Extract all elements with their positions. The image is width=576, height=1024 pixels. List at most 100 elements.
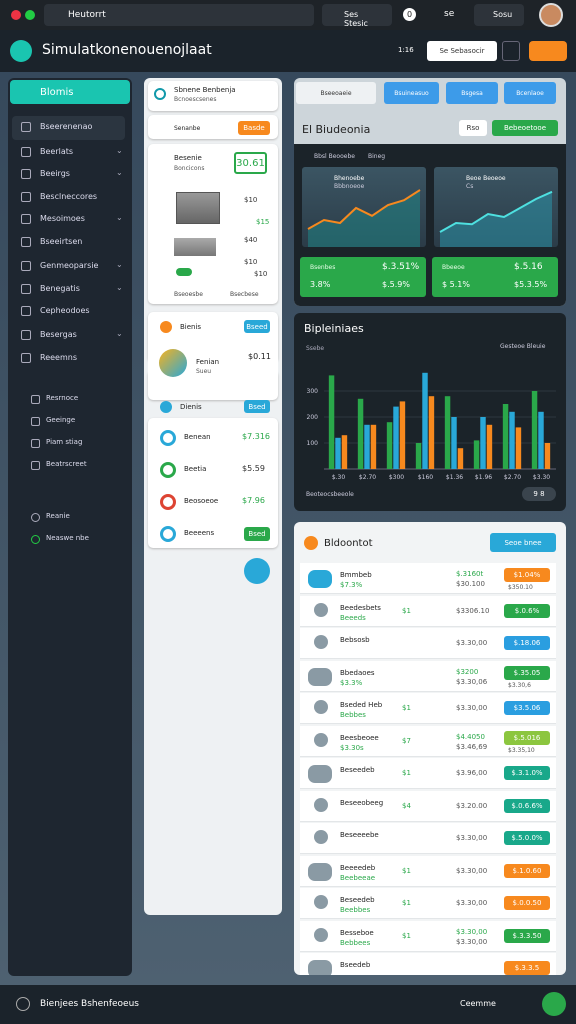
nav-item[interactable]: Bseerenenao — [40, 122, 93, 131]
row-name: Beseedeb — [340, 896, 375, 904]
nav-item[interactable]: Beatrscreet — [46, 460, 87, 468]
row-name: Besseboe — [340, 928, 374, 937]
row-qty: $1 — [402, 769, 411, 777]
nav-icon — [31, 535, 40, 544]
tab[interactable]: Bseeoaeie — [296, 82, 376, 104]
mini-svg — [439, 190, 553, 247]
bar — [364, 424, 370, 469]
nav-item[interactable]: Bseeirtsen — [40, 237, 83, 246]
nav-item[interactable]: Besergas — [40, 330, 77, 339]
person-name: Fenian — [196, 358, 220, 366]
status[interactable]: $3.5.06 — [504, 701, 550, 715]
row-price: $3.30,00 — [456, 899, 488, 907]
status[interactable]: $.0.6.6% — [504, 798, 550, 813]
nav-item[interactable]: Piam stiag — [46, 438, 83, 446]
table-button[interactable]: Seoe bnee — [490, 533, 556, 552]
chevron: ⌄ — [116, 260, 123, 269]
status[interactable]: $.3.3.50 — [504, 928, 550, 943]
avatar[interactable] — [539, 3, 563, 27]
icon — [160, 401, 172, 413]
search[interactable]: Ses Stesic — [322, 4, 392, 28]
badge[interactable]: 0 — [403, 8, 416, 21]
nav-icon — [21, 330, 31, 340]
chart-page[interactable]: 9 8 — [522, 487, 556, 501]
search-button[interactable]: Se Sebasocir — [427, 41, 497, 61]
row-sub: Bebbees — [340, 938, 371, 947]
tile-value: $5.3.5% — [514, 280, 548, 289]
nav-icon — [21, 169, 31, 179]
status[interactable]: $.0.0.50 — [504, 896, 550, 910]
bar — [399, 401, 406, 469]
status[interactable]: $.3.3.5 — [504, 961, 550, 975]
table-title: Bldoontot — [324, 538, 373, 549]
status[interactable]: $.0.6% — [504, 603, 550, 618]
list-button[interactable]: Bsed — [244, 527, 270, 541]
menu[interactable]: se — [444, 9, 455, 19]
top-bar: Heutorrt Ses Stesic 0 se Sosu — [0, 0, 576, 30]
status[interactable]: $.35.05 — [504, 665, 550, 680]
nav-item[interactable]: Geeinge — [46, 416, 76, 424]
footer-button[interactable] — [542, 992, 566, 1016]
section-button[interactable]: Bseed — [244, 320, 270, 333]
nav-item[interactable]: Mesoimoes — [40, 214, 85, 223]
nav-item[interactable]: Beerlats — [40, 147, 74, 156]
row-button[interactable]: Basde — [238, 121, 270, 135]
icon — [160, 321, 172, 333]
overview-title: El Biudeonia — [302, 123, 371, 136]
nav-item[interactable]: Besclneccores — [40, 192, 98, 201]
status[interactable]: $.5.016 — [504, 730, 550, 745]
nav-item[interactable]: Genmeoparsie — [40, 261, 99, 270]
tile — [300, 257, 426, 297]
mini-svg — [307, 189, 421, 247]
product-title: Besenie — [174, 154, 202, 162]
nav-item[interactable]: Cepheodoes — [40, 306, 90, 315]
tab[interactable]: Heutorrt — [44, 4, 314, 26]
pill — [176, 268, 192, 276]
tab[interactable]: Bcenlaoe — [504, 82, 556, 104]
max-dot[interactable] — [25, 10, 35, 20]
logo[interactable] — [10, 40, 32, 62]
nav-item[interactable]: Reeemns — [40, 353, 77, 362]
nav-item[interactable]: Neaswe nbe — [46, 534, 89, 542]
user[interactable]: Sosu — [474, 4, 524, 26]
table-row — [300, 953, 556, 975]
nav-item[interactable]: Benegatis — [40, 284, 80, 293]
fab[interactable] — [244, 558, 270, 584]
nav-icon — [31, 395, 40, 404]
x-tick-label: $3.30 — [533, 474, 550, 481]
bar — [531, 391, 538, 469]
sidebar: Blomis Bseerenenao Beerlats ⌄ Beeirgs ⌄ Bescl… — [8, 78, 132, 976]
bar — [538, 411, 544, 469]
nav-icon — [31, 417, 40, 426]
close-dot[interactable] — [11, 10, 21, 20]
bar — [515, 427, 522, 469]
app-title: Simulatkonenouenojlaat — [42, 42, 212, 58]
status[interactable]: $1.04% — [504, 568, 550, 582]
status-sub: $350.10 — [508, 584, 533, 591]
building — [174, 238, 216, 256]
status[interactable]: $.18.06 — [504, 636, 550, 650]
status[interactable]: $.3.1.0% — [504, 766, 550, 780]
row-qty: $1 — [402, 704, 411, 712]
icon-button[interactable] — [502, 41, 520, 61]
nav-item[interactable]: Reanie — [46, 512, 70, 520]
nav-item[interactable]: Resrnoce — [46, 394, 79, 402]
sidebar-title[interactable]: Blomis — [10, 80, 130, 104]
small-button[interactable]: Rso — [459, 120, 487, 136]
tab[interactable]: Bsgesa — [446, 82, 498, 104]
green-button[interactable]: Bebeoetooe — [492, 120, 558, 136]
bar — [486, 424, 493, 469]
table-panel: Bldoontot Seoe bnee Bmmbeb $7.3% $.3160t $30.… — [294, 522, 566, 975]
list-icon — [160, 494, 176, 510]
status-sub: $3.30,6 — [508, 681, 531, 689]
section-button[interactable]: Bsed — [244, 400, 270, 413]
row-icon — [314, 602, 328, 617]
orange-button[interactable] — [529, 41, 567, 61]
nav-item[interactable]: Beeirgs — [40, 169, 70, 178]
status[interactable]: $.5.0.0% — [504, 831, 550, 845]
tab[interactable]: Bsuineasuo — [384, 82, 439, 104]
status[interactable]: $.1.0.60 — [504, 863, 550, 878]
mini-title: Beoe Beoeoe — [466, 175, 506, 182]
footer-icon[interactable] — [16, 997, 30, 1011]
mini-sub: Bbbnoeoe — [334, 183, 365, 190]
